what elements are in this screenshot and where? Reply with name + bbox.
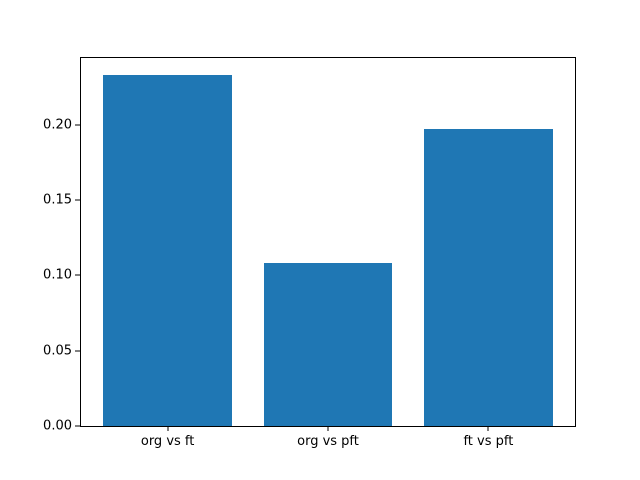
x-tick-label: ft vs pft: [463, 434, 514, 449]
y-tick-mark: [75, 199, 80, 201]
x-tick-mark: [167, 426, 169, 431]
x-tick-label: org vs ft: [140, 434, 195, 449]
y-tick-label: 0.15: [43, 192, 72, 208]
x-tick-label: org vs pft: [297, 434, 359, 449]
y-tick-mark: [75, 425, 80, 427]
bar-org-vs-ft: [103, 75, 232, 426]
y-tick-label: 0.10: [43, 267, 72, 283]
bar-ft-vs-pft: [424, 129, 553, 426]
y-tick-mark: [75, 350, 80, 352]
y-tick-label: 0.00: [43, 418, 72, 434]
y-tick-label: 0.20: [43, 117, 72, 133]
y-tick-mark: [75, 274, 80, 276]
x-tick-mark: [487, 426, 489, 431]
x-tick-mark: [327, 426, 329, 431]
y-tick-label: 0.05: [43, 343, 72, 359]
bar-org-vs-pft: [263, 263, 393, 426]
y-tick-mark: [75, 124, 80, 126]
plot-area: org vs ft org vs pft ft vs pft 0.00 0.05 0.10…: [43, 57, 576, 448]
